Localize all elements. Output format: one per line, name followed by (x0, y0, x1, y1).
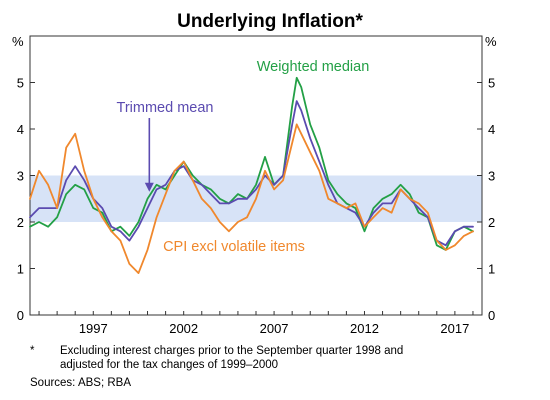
y-tick-label-left: 4 (17, 122, 24, 137)
y-tick-label-left: 1 (17, 262, 24, 277)
y-tick-label-right: 0 (488, 308, 495, 323)
y-tick-label-right: 4 (488, 122, 495, 137)
series-line-trimmed-mean (29, 100, 474, 247)
y-tick-label-left: 0 (17, 308, 24, 323)
series-line-cpi-excl-volatile-items (29, 123, 474, 275)
y-tick-label-left: 2 (17, 215, 24, 230)
trimmed-mean-arrow (144, 118, 154, 192)
arrow-head (144, 182, 154, 192)
x-tick-label: 2017 (440, 321, 469, 336)
y-axis-unit-left: % (12, 34, 24, 49)
series-label-cpi-excl-volatile: CPI excl volatile items (163, 239, 305, 255)
axis-ticks: 0 0 1 1 2 2 3 3 4 4 5 5 1997 2002 2007 2012 2017 (17, 76, 495, 337)
series-line-weighted-median (29, 76, 474, 251)
underlying-inflation-chart: Underlying Inflation* 0 0 1 1 2 2 3 3 4 4 5 5 1997 20… (12, 11, 497, 337)
footnote-marker: * (30, 345, 35, 357)
chart-title: Underlying Inflation* (177, 11, 363, 32)
x-tick-label: 2002 (169, 321, 198, 336)
y-tick-label-right: 3 (488, 169, 495, 184)
x-tick-label: 1997 (79, 321, 108, 336)
footnote-line-2: adjusted for the tax changes of 1999–200… (60, 359, 279, 371)
y-axis-unit-right: % (485, 34, 497, 49)
y-tick-label-left: 3 (17, 169, 24, 184)
y-tick-label-right: 1 (488, 262, 495, 277)
series-label-weighted-median: Weighted median (257, 59, 370, 75)
series-label-trimmed-mean: Trimmed mean (117, 100, 214, 116)
x-tick-label: 2012 (350, 321, 379, 336)
y-tick-label-left: 5 (17, 76, 24, 91)
x-tick-label: 2007 (260, 321, 289, 336)
y-tick-label-right: 5 (488, 76, 495, 91)
sources: Sources: ABS; RBA (30, 377, 131, 389)
footnote-line-1: Excluding interest charges prior to the … (60, 345, 404, 357)
y-tick-label-right: 2 (488, 215, 495, 230)
series-lines (29, 76, 474, 275)
footnote: * Excluding interest charges prior to th… (30, 344, 500, 372)
